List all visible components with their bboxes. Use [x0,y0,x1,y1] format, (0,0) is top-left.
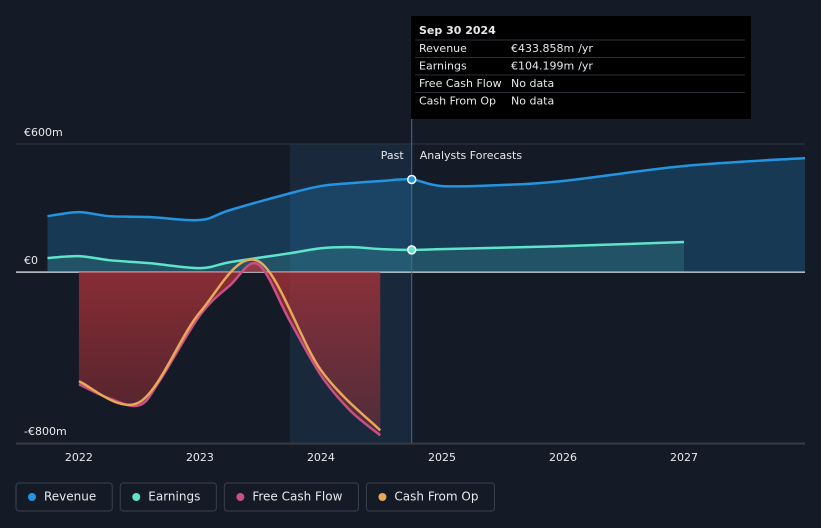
tooltip-value: €433.858m [511,42,574,55]
x-tick-label: 2024 [307,451,335,464]
tooltip-label: Cash From Op [419,95,496,108]
forecast-label: Analysts Forecasts [420,149,523,162]
past-label: Past [381,149,405,162]
series-area [47,242,684,273]
legend-label: Cash From Op [394,490,478,504]
legend-item[interactable]: Revenue [15,482,113,512]
legend-swatch [132,493,141,501]
legend-label: Earnings [148,490,200,504]
x-tick-label: 2027 [670,451,698,464]
highlight-point [406,245,417,255]
legend-swatch [28,493,36,501]
legend-swatch [236,493,245,501]
tooltip-unit: /yr [578,42,593,55]
tooltip-value: No data [511,95,554,108]
series-line [78,258,382,432]
x-tick-label: 2025 [428,451,456,464]
tooltip-label: Earnings [419,60,467,73]
series-line [47,156,806,222]
legend-label: Free Cash Flow [252,490,342,504]
legend-item[interactable]: Earnings [119,482,217,512]
y-tick-label: -€800m [24,425,67,438]
legend-box [119,482,217,512]
series-area [78,263,381,436]
series-line [47,240,685,270]
legend-item[interactable]: Cash From Op [365,482,495,512]
tooltip-value: €104.199m [511,60,574,73]
y-tick-label: €600m [24,126,63,139]
legend-box [365,482,495,512]
legend-box [223,482,359,512]
highlight-point [406,174,417,185]
tooltip-value: No data [511,77,554,90]
x-tick-label: 2026 [549,451,577,464]
x-tick-label: 2023 [186,451,214,464]
series-line [78,261,382,437]
tooltip-label: Free Cash Flow [419,77,502,90]
tooltip-label: Revenue [419,42,467,55]
tooltip-box [411,16,751,119]
x-tick-label: 2022 [65,451,93,464]
legend-item[interactable]: Free Cash Flow [223,482,359,512]
legend-swatch [378,493,387,501]
legend-box [15,482,113,512]
tooltip-title: Sep 30 2024 [419,24,496,37]
legend-label: Revenue [44,490,96,504]
y-tick-label: €0 [24,254,38,267]
tooltip-unit: /yr [578,60,593,73]
